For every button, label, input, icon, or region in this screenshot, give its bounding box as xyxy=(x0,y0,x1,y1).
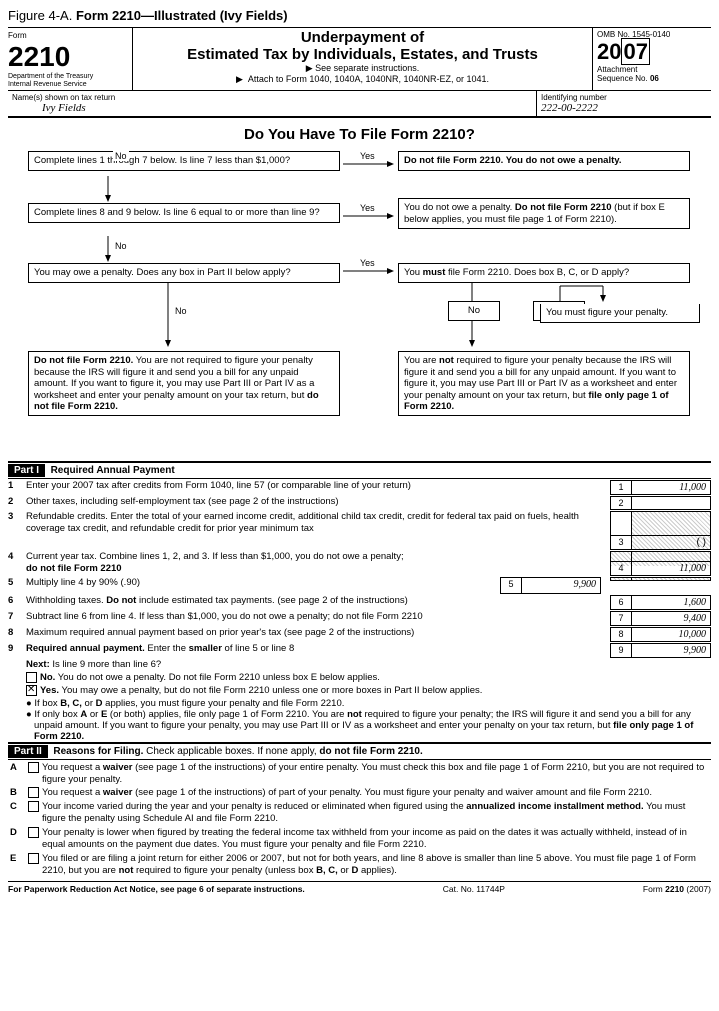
checkbox-a[interactable] xyxy=(28,762,39,773)
figure-title: Figure 4-A. Form 2210—Illustrated (Ivy F… xyxy=(8,8,711,23)
flow-q1: Complete lines 1 through 7 below. Is lin… xyxy=(28,151,340,170)
taxpayer-name: Ivy Fields xyxy=(12,102,532,114)
name-row: Name(s) shown on tax return Ivy Fields I… xyxy=(8,91,711,118)
line8-value: 10,000 xyxy=(632,627,711,642)
checkbox-no[interactable] xyxy=(26,672,37,683)
checkbox-d[interactable] xyxy=(28,827,39,838)
line3-value: ( ) xyxy=(632,535,711,550)
line5-value: 9,900 xyxy=(522,577,601,594)
footer: For Paperwork Reduction Act Notice, see … xyxy=(8,881,711,894)
flowchart: Complete lines 1 through 7 below. Is lin… xyxy=(8,151,711,461)
flow-r3: You must file Form 2210. Does box B, C, … xyxy=(398,263,690,282)
flow-q2: Complete lines 8 and 9 below. Is line 6 … xyxy=(28,203,340,222)
flow-q3: You may owe a penalty. Does any box in P… xyxy=(28,263,340,282)
flow-r4: You must figure your penalty. xyxy=(540,304,700,322)
flow-r1: Do not file Form 2210. You do not owe a … xyxy=(398,151,690,170)
flow-r5: Do not file Form 2210. You are not requi… xyxy=(28,351,340,416)
identifying-number: 222-00-2222 xyxy=(541,102,707,114)
flow-no-box: No xyxy=(448,301,500,320)
checkbox-c[interactable] xyxy=(28,801,39,812)
part2-lines: A You request a waiver (see page 1 of th… xyxy=(8,762,711,877)
form-header: Form 2210 Department of the TreasuryInte… xyxy=(8,27,711,91)
line6-value: 1,600 xyxy=(632,595,711,610)
flow-r2: You do not owe a penalty. Do not file Fo… xyxy=(398,198,690,229)
line4-value: 11,000 xyxy=(632,561,711,576)
part1-lines: 1 Enter your 2007 tax after credits from… xyxy=(8,480,711,741)
line7-value: 9,400 xyxy=(632,611,711,626)
checkbox-yes[interactable] xyxy=(26,685,37,696)
line2-value xyxy=(632,496,711,510)
part1-header: Part I Required Annual Payment xyxy=(8,461,711,479)
section-title: Do You Have To File Form 2210? xyxy=(8,126,711,143)
line1-value: 11,000 xyxy=(632,480,711,495)
part2-header: Part II Reasons for Filing. Check applic… xyxy=(8,742,711,760)
checkbox-b[interactable] xyxy=(28,787,39,798)
checkbox-e[interactable] xyxy=(28,853,39,864)
line9-value: 9,900 xyxy=(632,643,711,658)
form-number: 2210 xyxy=(8,43,128,71)
flow-r6: You are not required to figure your pena… xyxy=(398,351,690,416)
